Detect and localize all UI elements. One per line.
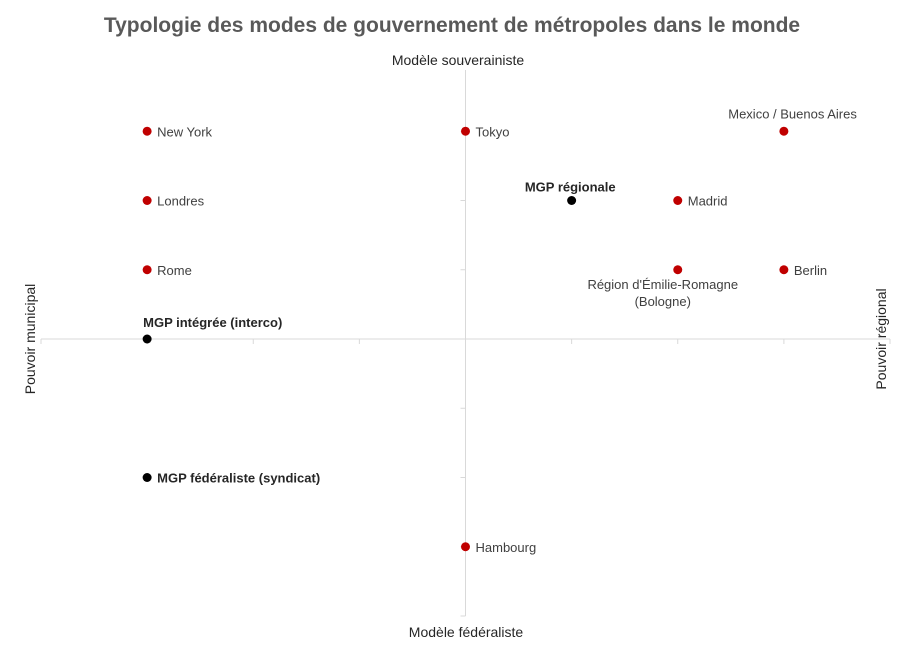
point-label-new-york: New York	[157, 124, 212, 139]
point-hambourg	[461, 542, 470, 552]
axis-label-left: Pouvoir municipal	[22, 284, 38, 395]
point-label-mgp-regionale: MGP régionale	[525, 180, 616, 195]
point-label-mexico-buenos-aires: Mexico / Buenos Aires	[728, 106, 857, 121]
point-londres	[142, 196, 152, 205]
point-berlin	[779, 265, 789, 275]
axis-label-top: Modèle souverainiste	[392, 52, 525, 68]
point-rome	[142, 265, 152, 275]
point-madrid	[673, 196, 683, 205]
point-label-rome: Rome	[157, 263, 192, 278]
data-points: New York Tokyo Mexico / Buenos Aires Londre…	[142, 106, 857, 555]
point-tokyo	[461, 126, 470, 136]
point-label-mgp-integree-interco: MGP intégrée (interco)	[143, 315, 282, 330]
axes	[40, 61, 891, 617]
axis-label-bottom: Modèle fédéraliste	[409, 624, 524, 640]
point-label-londres: Londres	[157, 194, 204, 209]
point-label-madrid: Madrid	[688, 194, 728, 209]
chart-title: Typologie des modes de gouvernement de m…	[104, 14, 800, 37]
point-region-d-emilie-romagne-bologne	[673, 265, 683, 275]
point-label-mgp-federaliste-syndicat: MGP fédéraliste (syndicat)	[157, 471, 320, 486]
point-mgp-federaliste-syndicat	[142, 473, 152, 482]
point-label-berlin: Berlin	[794, 263, 827, 278]
point-label-hambourg: Hambourg	[476, 540, 537, 555]
point-mgp-integree-interco	[142, 334, 152, 344]
point-mgp-regionale	[567, 196, 577, 205]
point-label-region-d-emilie-romagne-bologne: Région d'Émilie-Romagne (Bologne)	[587, 277, 738, 309]
point-label-tokyo: Tokyo	[476, 124, 510, 139]
axis-label-right: Pouvoir régional	[873, 288, 889, 389]
point-mexico-buenos-aires	[779, 126, 789, 136]
point-new-york	[142, 126, 152, 136]
